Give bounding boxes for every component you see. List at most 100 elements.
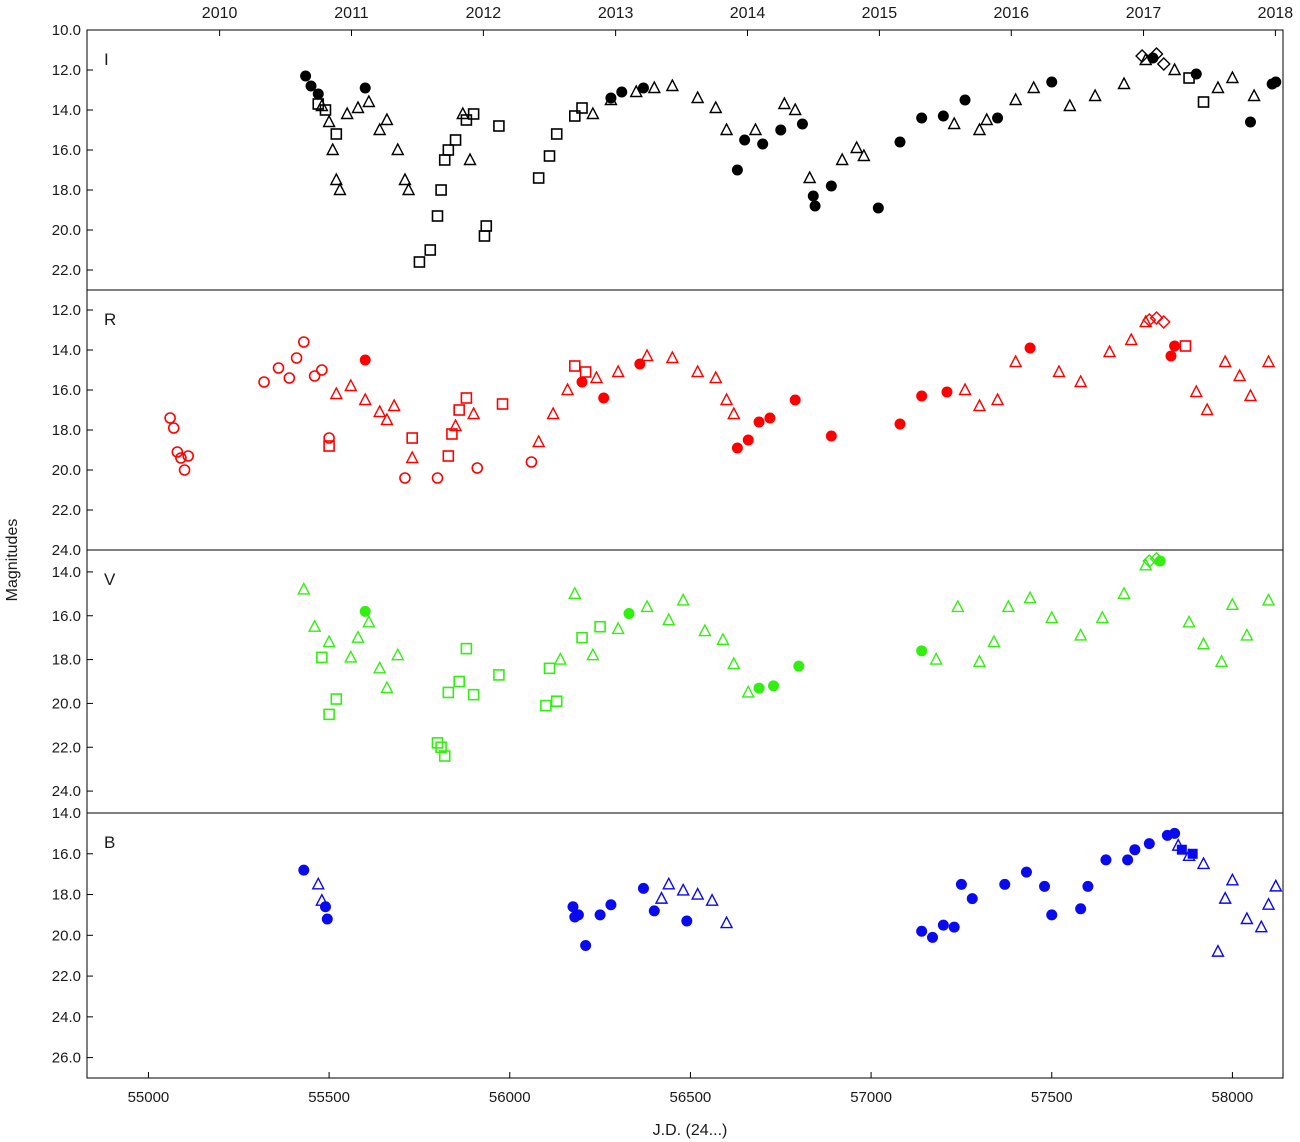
series-R-circle-filled	[359, 340, 1181, 454]
data-point-R	[406, 432, 418, 444]
data-point-I	[1046, 76, 1058, 88]
data-point-V	[553, 652, 567, 665]
data-point-I	[872, 202, 884, 214]
data-point-R	[598, 392, 610, 404]
data-point-V	[550, 695, 563, 708]
data-point-I	[442, 144, 455, 156]
data-point-I	[647, 80, 661, 94]
data-point-B	[298, 864, 310, 876]
data-point-V	[543, 662, 556, 675]
band-label-R: R	[104, 310, 116, 329]
series-I-triangle-open	[315, 52, 1261, 196]
data-point-R	[825, 430, 837, 442]
data-point-I	[916, 112, 928, 124]
data-point-I	[857, 148, 871, 162]
data-point-R	[1179, 340, 1192, 352]
data-point-I	[413, 256, 426, 268]
data-point-R	[380, 412, 394, 426]
y-tick-label-R: 12.0	[52, 302, 81, 319]
data-point-V	[330, 693, 343, 705]
data-point-B	[654, 891, 669, 904]
data-point-I	[1117, 76, 1131, 90]
data-point-I	[330, 128, 343, 140]
data-point-V	[568, 586, 582, 600]
data-point-R	[258, 376, 270, 388]
data-point-B	[1196, 856, 1211, 870]
data-point-B	[1176, 844, 1187, 855]
data-point-B	[567, 901, 579, 913]
data-point-V	[359, 605, 371, 617]
data-point-R	[283, 372, 296, 384]
data-point-B	[1225, 872, 1240, 886]
data-point-B	[719, 915, 734, 929]
data-point-I	[1197, 96, 1210, 108]
data-point-R	[1074, 374, 1088, 388]
data-point-V	[1214, 654, 1229, 667]
data-point-I	[424, 244, 437, 256]
data-point-B	[662, 876, 676, 890]
year-tick-label: 2013	[598, 5, 634, 22]
data-point-V	[380, 680, 394, 694]
data-point-B	[1122, 854, 1134, 866]
y-tick-label-B: 16.0	[52, 846, 81, 863]
data-point-V	[1225, 597, 1240, 610]
data-point-V	[611, 621, 625, 635]
data-point-V	[1001, 599, 1016, 613]
data-point-R	[731, 442, 743, 454]
data-point-R	[665, 350, 680, 364]
series-I-circle-filled	[300, 52, 1282, 214]
data-point-B	[705, 893, 719, 906]
data-point-I	[543, 150, 556, 162]
y-tick-label-I: 10.0	[52, 22, 81, 39]
data-point-V	[435, 741, 447, 754]
series-V-triangle-open	[297, 557, 1276, 698]
data-point-V	[1149, 551, 1164, 566]
data-point-I	[480, 220, 493, 232]
data-point-V	[662, 612, 676, 626]
data-point-I	[972, 122, 987, 136]
data-point-I	[362, 94, 376, 108]
data-point-R	[359, 354, 371, 366]
data-point-V	[727, 656, 741, 670]
data-point-I	[757, 138, 769, 150]
series-V-circle-filled	[359, 555, 1166, 694]
panel-frames	[86, 29, 1284, 1079]
data-point-I	[435, 184, 447, 196]
data-point-R	[1008, 354, 1023, 368]
data-point-I	[719, 122, 734, 136]
data-point-R	[579, 366, 592, 378]
data-point-I	[1139, 52, 1153, 66]
data-point-R	[431, 472, 444, 484]
data-point-I	[1027, 80, 1041, 94]
year-tick-label: 2015	[862, 5, 898, 22]
data-point-I	[463, 152, 477, 166]
y-tick-label-R: 16.0	[52, 382, 81, 399]
year-tick-label: 2017	[1126, 5, 1162, 22]
panels: I 10.0 12.0 14.0 16.0 18.0 20.0 22.0 R 12.0 14.0 16…	[52, 22, 1283, 1067]
data-point-V	[1117, 586, 1131, 600]
data-point-R	[742, 434, 754, 446]
series-R-square-open	[323, 340, 1192, 462]
data-point-B	[1020, 866, 1032, 878]
data-point-I	[576, 102, 588, 114]
data-point-I	[305, 80, 317, 92]
data-point-R	[1200, 402, 1214, 416]
data-point-V	[1139, 557, 1153, 571]
data-point-I	[775, 124, 787, 136]
data-point-V	[322, 634, 336, 648]
data-point-I	[550, 128, 563, 140]
data-point-R	[1189, 384, 1203, 398]
data-point-R	[916, 390, 928, 402]
data-point-R	[589, 370, 604, 384]
data-point-R	[568, 360, 581, 372]
data-point-R	[471, 462, 484, 474]
series-R-diamond-open	[1142, 311, 1171, 329]
data-point-R	[972, 398, 987, 412]
data-point-I	[1244, 116, 1256, 128]
y-tick-label-I: 22.0	[52, 262, 81, 279]
y-tick-label-I: 20.0	[52, 222, 81, 239]
data-point-B	[1039, 880, 1051, 892]
data-point-B	[1129, 844, 1141, 856]
data-point-R	[171, 446, 184, 458]
x-axis: 55000 55500 56000 56500 57000 57500 58000	[128, 1072, 1253, 1106]
